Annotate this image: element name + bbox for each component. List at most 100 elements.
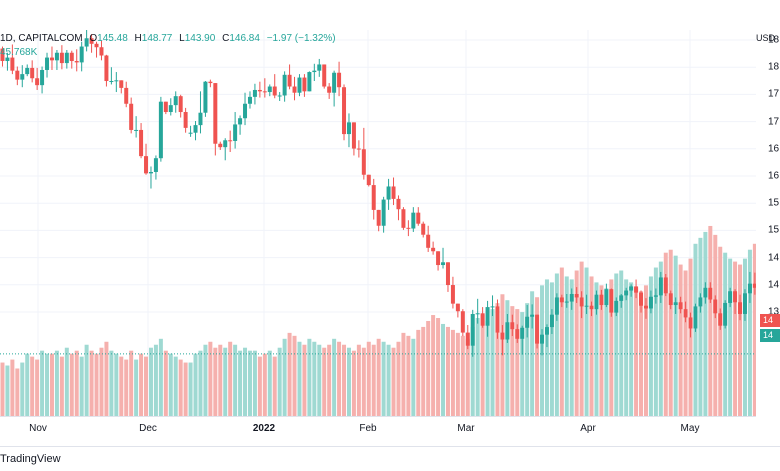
volume-bar — [104, 341, 109, 416]
candle — [658, 271, 663, 303]
volume-bar — [648, 276, 653, 416]
volume-bar — [188, 362, 193, 416]
volume-bar — [218, 344, 223, 416]
candle-body — [153, 158, 158, 172]
candle — [535, 314, 540, 349]
candle-body — [465, 332, 470, 346]
candle — [411, 207, 416, 232]
candle-body — [247, 96, 252, 104]
candle — [10, 44, 15, 75]
candle — [5, 52, 10, 71]
candle-body — [178, 96, 183, 113]
candle — [708, 282, 713, 303]
y-tick-label: 16 — [768, 170, 780, 182]
volume-bar — [213, 347, 218, 416]
y-tick-label: 15 — [768, 224, 780, 236]
candle — [698, 293, 703, 313]
volume-bar — [327, 344, 332, 416]
candle-body — [634, 286, 639, 293]
candle-body — [193, 125, 198, 133]
candle-body — [332, 72, 337, 93]
volume-bar — [99, 347, 104, 416]
volume-bar — [421, 326, 426, 416]
volume-bar — [198, 350, 203, 416]
candle — [510, 314, 515, 337]
candle — [629, 284, 634, 297]
volume-bar — [297, 341, 302, 416]
candle — [455, 303, 460, 318]
candle — [549, 309, 554, 334]
candle-body — [530, 314, 535, 317]
volume-bar — [589, 276, 594, 416]
candle — [178, 94, 183, 118]
candle-body — [10, 57, 15, 71]
volume-bar — [381, 341, 386, 416]
candle-body — [604, 289, 609, 306]
volume-bar — [20, 362, 25, 416]
volume-bar — [168, 353, 173, 416]
open-label: O — [89, 33, 98, 44]
candle-body — [79, 46, 84, 63]
volume-bar — [322, 347, 327, 416]
candle-body — [480, 313, 485, 326]
volume-bar — [658, 261, 663, 416]
volume-bar — [203, 344, 208, 416]
candle-body — [15, 70, 20, 80]
candle — [40, 66, 45, 94]
change-value: −1.97 (−1.32%) — [266, 33, 336, 44]
volume-bar — [584, 267, 589, 416]
candle — [500, 325, 505, 356]
candle-body — [371, 185, 376, 210]
candle — [223, 138, 228, 161]
candle-body — [277, 95, 282, 97]
candle-body — [653, 295, 658, 297]
candle-body — [381, 199, 386, 226]
candle-body — [252, 89, 257, 97]
candle — [495, 299, 500, 339]
candle-body — [441, 262, 446, 266]
candle — [544, 324, 549, 348]
volume-bar — [460, 335, 465, 416]
candle — [148, 166, 153, 189]
candle — [64, 49, 69, 69]
candle-body — [460, 311, 465, 333]
candle-body — [470, 313, 475, 346]
candle — [426, 225, 431, 252]
volume-bar — [530, 291, 535, 416]
candle-body — [104, 55, 109, 82]
candle-body — [223, 140, 228, 148]
volume-bar — [742, 258, 747, 416]
candle — [614, 297, 619, 317]
candle — [639, 290, 644, 313]
time-axis[interactable]: Nov Dec 2022 Feb Mar Apr May — [0, 416, 756, 441]
price-chart[interactable] — [0, 30, 756, 416]
candle — [228, 130, 233, 153]
candle-body — [322, 64, 327, 87]
candle — [401, 207, 406, 230]
candle — [337, 61, 342, 97]
candle-body — [30, 67, 35, 79]
candle — [89, 34, 94, 53]
chart-area[interactable] — [0, 30, 756, 416]
candle-body — [564, 301, 569, 303]
candle-body — [218, 143, 223, 148]
price-badge-last: 14 — [760, 329, 780, 342]
candle — [213, 83, 218, 156]
candle — [421, 221, 426, 238]
volume-bar — [569, 279, 574, 416]
volume-bar — [599, 285, 604, 416]
candle — [332, 70, 337, 107]
volume-bar — [426, 320, 431, 416]
candle-body — [203, 81, 208, 113]
candle — [376, 209, 381, 232]
candle-body — [89, 38, 94, 44]
candle-body — [386, 186, 391, 200]
candle-body — [455, 303, 460, 312]
candle-body — [544, 327, 549, 335]
volume-bar — [272, 356, 277, 416]
candle — [322, 64, 327, 89]
candle — [114, 72, 119, 93]
volume-bar — [520, 312, 525, 416]
volume-bar — [252, 350, 257, 416]
candle — [703, 282, 708, 304]
